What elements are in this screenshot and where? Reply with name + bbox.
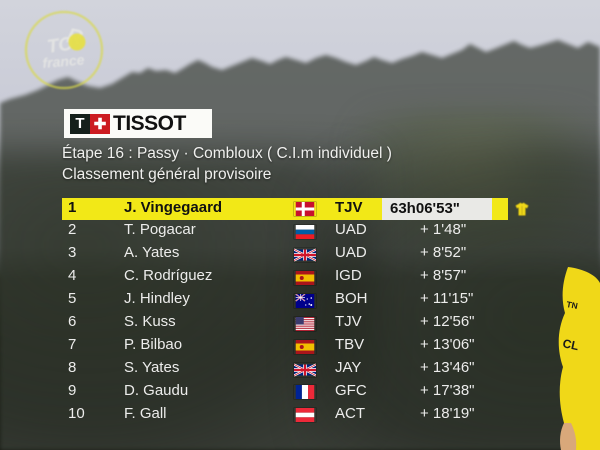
svg-text:france: france [42, 51, 85, 71]
